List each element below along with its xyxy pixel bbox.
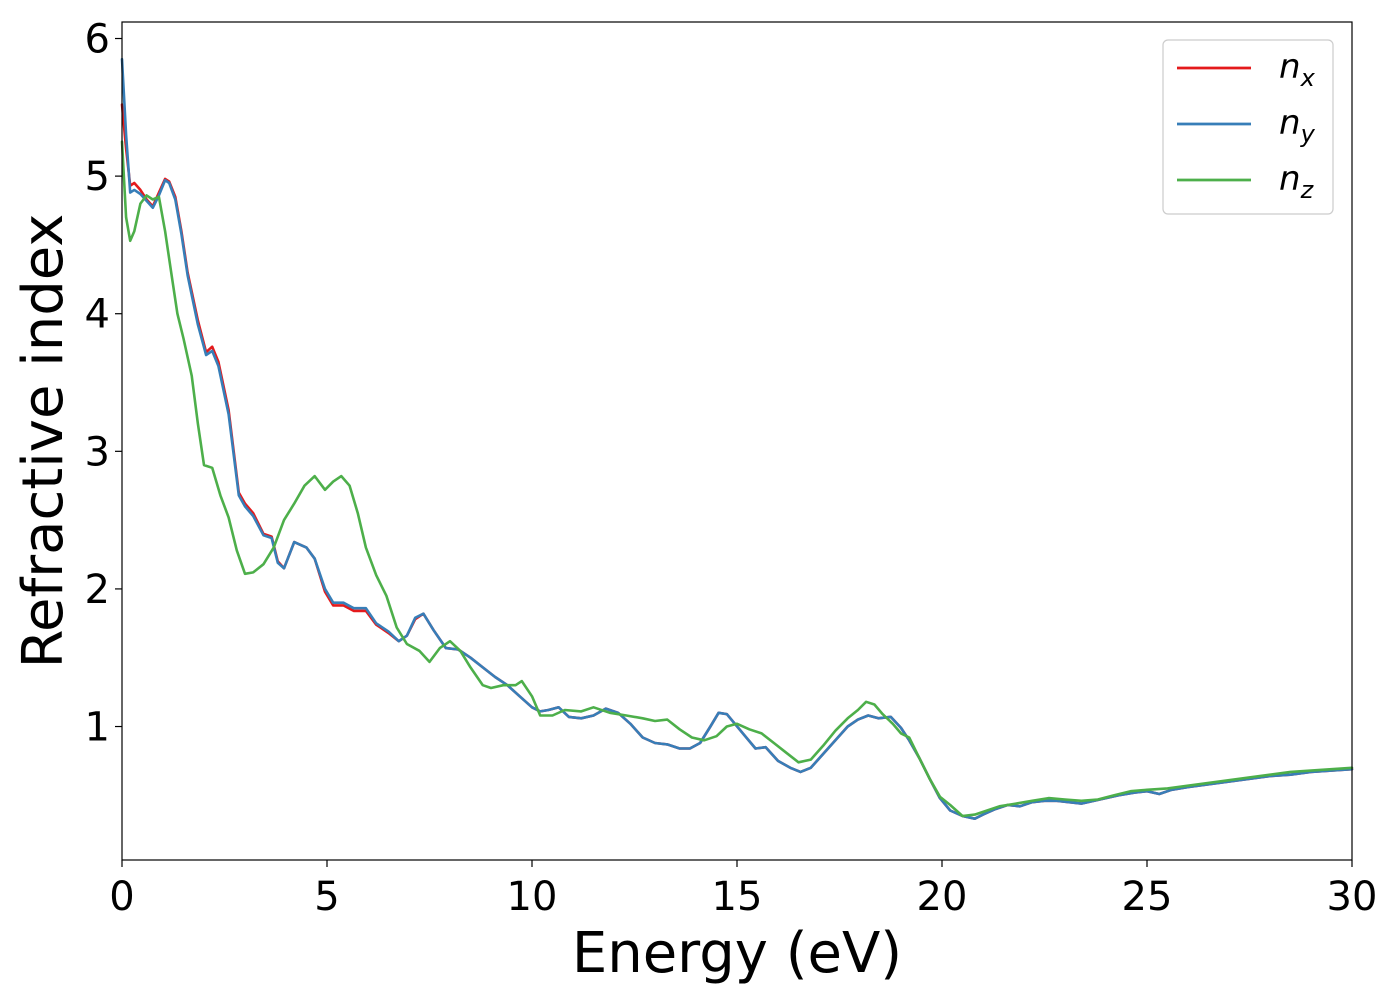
legend-label-z: nz [1279,159,1315,204]
x-tick-label: 25 [1122,874,1173,920]
y-axis-label: Refractive index [11,214,76,669]
legend: nx ny nz [1162,39,1334,215]
y-tick-label: 2 [85,567,110,613]
y-tick-label: 6 [85,17,110,63]
y-tick-label: 3 [85,429,110,475]
legend-box [1162,39,1334,215]
x-axis-ticks: 0 5 10 15 20 25 30 [109,860,1377,920]
y-tick-label: 5 [85,154,110,200]
x-tick-label: 5 [314,874,339,920]
x-tick-label: 30 [1327,874,1378,920]
series-layer [120,57,1354,821]
legend-label-y: ny [1279,103,1316,148]
x-tick-label: 15 [712,874,763,920]
y-axis-ticks: 1 2 3 4 5 6 [85,17,122,751]
x-tick-label: 0 [109,874,134,920]
plot-area [122,22,1352,860]
x-tick-label: 10 [507,874,558,920]
legend-label-x: nx [1279,47,1316,92]
y-tick-label: 4 [85,292,110,338]
series-line-z [120,140,1354,818]
x-tick-label: 20 [917,874,968,920]
series-line-y [120,57,1354,821]
y-tick-label: 1 [85,705,110,751]
x-axis-label: Energy (eV) [572,921,902,986]
